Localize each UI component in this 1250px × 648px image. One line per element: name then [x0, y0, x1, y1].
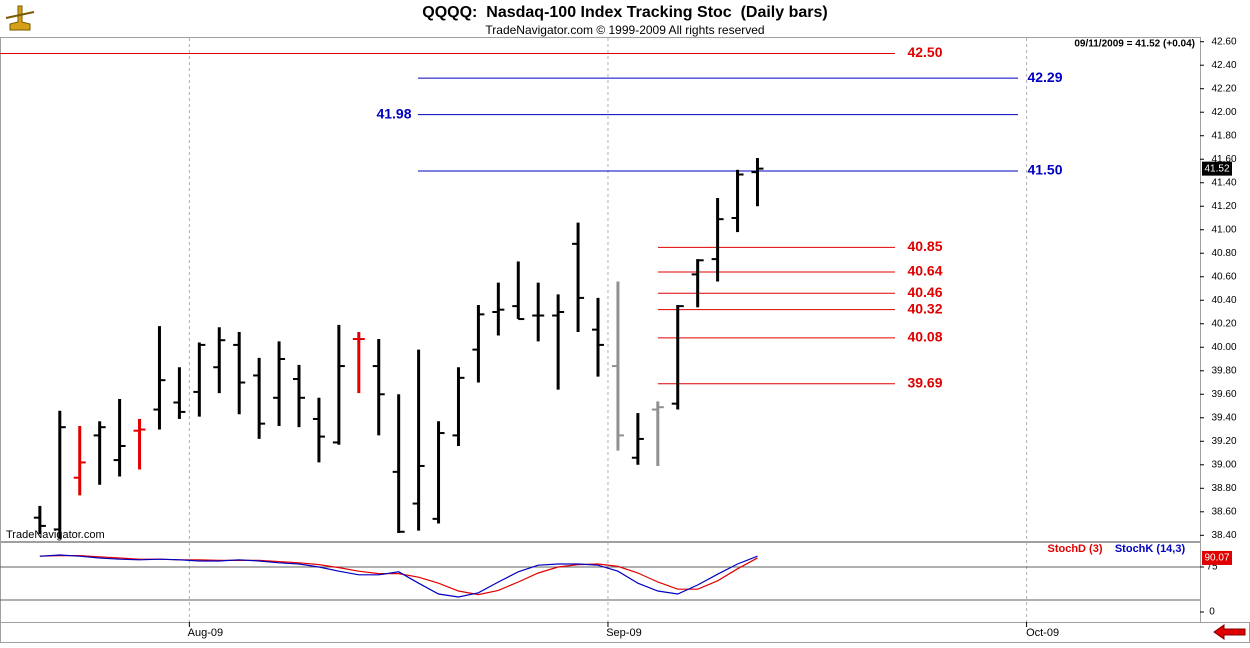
- y-tick-label: 42.60: [1211, 36, 1236, 47]
- y-tick-label: 39.00: [1211, 459, 1236, 470]
- y-tick-label: 42.20: [1211, 83, 1236, 94]
- y-tick-label: 38.80: [1211, 483, 1236, 494]
- y-tick-label: 39.40: [1211, 412, 1236, 423]
- red-level-label: 42.50: [907, 44, 942, 60]
- blue-level-label: 41.50: [1027, 162, 1062, 178]
- y-tick-label: 41.00: [1211, 224, 1236, 235]
- blue-level-label: 41.98: [376, 105, 411, 121]
- red-level-label: 40.32: [907, 300, 942, 316]
- y-tick-label: 40.60: [1211, 271, 1236, 282]
- legend-entry: StochD (3): [1048, 543, 1103, 555]
- stoch-value-label: 90.07: [1204, 553, 1229, 564]
- y-tick-label: 41.20: [1211, 201, 1236, 212]
- stoch-line: [39, 554, 758, 598]
- logo-shape: [9, 5, 31, 31]
- watermark: TradeNavigator.com: [6, 529, 105, 541]
- scroll-arrow[interactable]: [1213, 624, 1246, 640]
- y-tick-label: 41.40: [1211, 177, 1236, 188]
- y-tick-label: 39.60: [1211, 389, 1236, 400]
- logo-beam: [5, 11, 35, 19]
- y-tick-label: 39.20: [1211, 436, 1236, 447]
- last-price-label: 41.52: [1204, 163, 1229, 174]
- y-tick-label: 42.00: [1211, 107, 1236, 118]
- y-tick-label: 41.80: [1211, 130, 1236, 141]
- y-tick-label: 38.60: [1211, 506, 1236, 517]
- red-level-label: 40.64: [907, 263, 942, 279]
- y-tick-label: 40.40: [1211, 295, 1236, 306]
- chart-title: QQQQ: Nasdaq-100 Index Tracking Stoc (Da…: [422, 4, 827, 21]
- y-tick-label: 40.80: [1211, 248, 1236, 259]
- x-tick-label: Oct-09: [1026, 627, 1059, 639]
- blue-level-label: 42.29: [1027, 69, 1062, 85]
- y-tick-label: 40.20: [1211, 318, 1236, 329]
- price-panel-frame: [0, 37, 1201, 542]
- red-level-label: 40.85: [907, 238, 942, 254]
- red-level-label: 39.69: [907, 374, 942, 390]
- logo: [5, 5, 35, 31]
- y-tick-label: 40.00: [1211, 342, 1236, 353]
- red-level-label: 40.46: [907, 284, 942, 300]
- chart-subtitle: TradeNavigator.com © 1999-2009 All right…: [485, 23, 764, 37]
- stoch-tick-label: 75: [1206, 562, 1218, 573]
- y-tick-label: 38.40: [1211, 530, 1236, 541]
- y-tick-label: 41.60: [1211, 154, 1236, 165]
- y-tick-label: 42.40: [1211, 60, 1236, 71]
- x-tick-label: Sep-09: [606, 627, 641, 639]
- last-bar-info: 09/11/2009 = 41.52 (+0.04): [1074, 39, 1195, 50]
- red-level-label: 40.08: [907, 329, 942, 345]
- x-tick-label: Aug-09: [188, 627, 223, 639]
- last-price-box: [1202, 161, 1232, 176]
- stoch-tick-label: 0: [1209, 607, 1215, 618]
- stoch-value-box: [1202, 550, 1232, 565]
- y-tick-label: 39.80: [1211, 365, 1236, 376]
- legend-entry: StochK (14,3): [1115, 543, 1186, 555]
